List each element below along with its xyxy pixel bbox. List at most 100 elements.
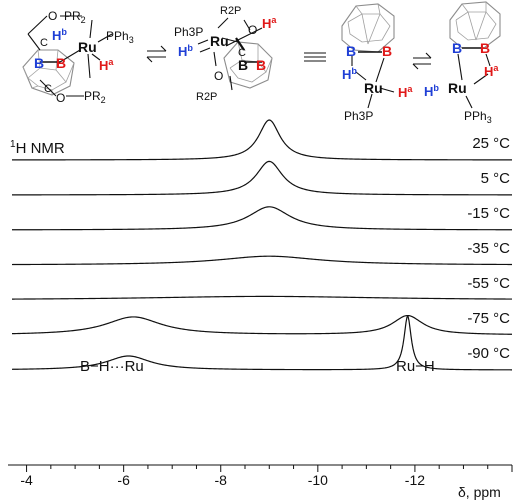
temperature-label: -90 °C: [467, 345, 510, 362]
nmr-label: 1H NMR: [10, 139, 65, 157]
temperature-label: 5 °C: [481, 170, 511, 187]
cage-2-edge: [237, 41, 243, 61]
scheme-text: B: [480, 40, 490, 56]
cage-1-edge: [31, 85, 39, 89]
bond: [97, 33, 113, 43]
bond: [379, 87, 395, 93]
scheme-text: R2P: [220, 5, 241, 17]
bond: [229, 75, 233, 91]
tick-label: -10: [308, 472, 328, 488]
bond: [473, 73, 489, 85]
scheme-text: B: [34, 55, 44, 71]
tick-label: -4: [20, 472, 33, 488]
scheme-text: PPh3: [464, 109, 492, 125]
scheme-text: B: [256, 57, 266, 73]
scheme-text: B: [452, 40, 462, 56]
bond: [375, 57, 385, 83]
cage-1-edge: [22, 66, 29, 79]
scheme-text: O: [56, 91, 65, 105]
peak-label-ru-h: Ru−H: [396, 358, 435, 375]
spectrum-trace: [11, 315, 512, 371]
scheme-text: Ha: [262, 15, 277, 31]
equilibrium-arrows: [146, 45, 167, 63]
scheme-text: C: [44, 83, 52, 95]
bond: [243, 19, 251, 31]
bond: [27, 33, 41, 51]
peak-label-bh-ru: B−H···Ru: [80, 358, 144, 375]
scheme-text: O: [48, 9, 57, 23]
bond: [213, 51, 217, 67]
cage-1-edge: [55, 49, 59, 71]
scheme-text: Ru: [364, 80, 383, 96]
scheme-text: Ph3P: [174, 25, 203, 39]
cage-4-edge: [461, 3, 469, 13]
cage-4: [449, 1, 501, 49]
scheme-text: O: [214, 69, 223, 83]
cage-4-inner: [455, 11, 497, 41]
scheme-text: Ru: [210, 33, 229, 49]
cage-3-edge: [361, 13, 369, 45]
scheme-structure-2: R2P O Ph3P Ru Hb Ha C B B O R2P: [174, 5, 277, 103]
temperature-label: -15 °C: [467, 205, 510, 222]
scheme-text: C: [238, 47, 246, 59]
bond: [355, 71, 367, 81]
cage-2: [223, 41, 273, 89]
bond: [485, 53, 491, 67]
cage-3-edge: [377, 3, 381, 15]
nmr-spectra: [11, 119, 513, 371]
scheme-text: Ph3P: [344, 109, 373, 123]
bond: [225, 27, 263, 47]
scheme-text: Ru: [448, 80, 467, 96]
bond: [87, 53, 91, 79]
bond: [39, 79, 57, 97]
bond: [465, 95, 473, 109]
bond: [91, 53, 101, 61]
scheme-text: PR2: [84, 89, 106, 105]
spectrum-trace: [12, 295, 512, 300]
identity-sign: [304, 52, 326, 62]
cage-3-inner: [347, 13, 391, 43]
spectrum-trace: [11, 314, 513, 335]
scheme-text: C: [40, 37, 48, 49]
scheme-text: Ru: [78, 39, 97, 55]
scheme-text: B: [346, 43, 356, 59]
bond: [457, 53, 463, 81]
cage-4-edge: [467, 11, 477, 41]
scheme-text: B: [382, 43, 392, 59]
scheme-text: R2P: [196, 91, 217, 103]
scheme-text: Ha: [398, 84, 413, 100]
bond: [59, 49, 81, 63]
bond: [217, 17, 229, 29]
bond: [367, 93, 373, 109]
scheme-text: Hb: [52, 27, 67, 43]
cage-1-edge: [37, 49, 41, 69]
spectrum-trace: [11, 255, 512, 266]
spectrum-trace: [12, 206, 512, 231]
scheme-text: Hb: [342, 66, 357, 82]
bond: [89, 19, 93, 39]
axis-unit-label: δ, ppm: [458, 484, 501, 500]
scheme-text: PPh3: [106, 29, 134, 45]
bond: [199, 47, 211, 53]
scheme-text: PR2: [64, 9, 86, 25]
cage-2-edge: [265, 57, 273, 73]
temperature-label: 25 °C: [472, 135, 510, 152]
cage-4-edge: [475, 11, 487, 41]
scheme-text: O: [248, 23, 257, 37]
temperature-label: -35 °C: [467, 240, 510, 257]
cage-3-edge: [355, 5, 363, 15]
tick-label: -12: [405, 472, 425, 488]
temperature-label: -75 °C: [467, 310, 510, 327]
spectrum-trace: [12, 119, 512, 161]
x-axis: -4 -6 -8 -10 -12: [8, 464, 513, 488]
scheme-text: Hb: [178, 43, 193, 59]
cage-1: [22, 49, 75, 96]
scheme-text: B: [238, 57, 248, 73]
tick-label: -6: [117, 472, 130, 488]
scheme-structure-1: O PR2 C Hb Ru PPh3 Ha B B C O PR2: [22, 9, 134, 105]
scheme-text: Ha: [484, 63, 499, 79]
bond: [197, 39, 209, 45]
equilibrium-arrows: [412, 52, 432, 70]
spectrum-trace: [12, 160, 512, 196]
